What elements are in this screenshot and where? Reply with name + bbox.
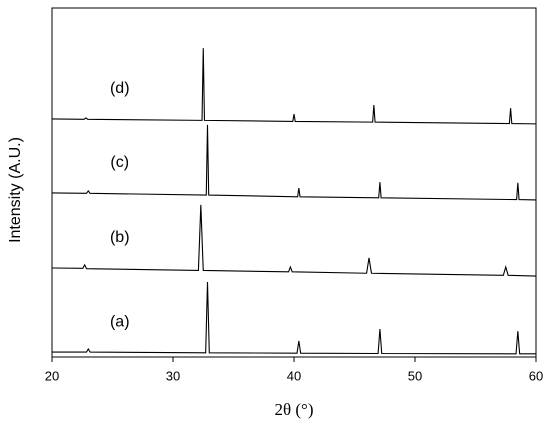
x-tick-label: 30 bbox=[166, 368, 180, 383]
series-line bbox=[51, 204, 537, 277]
series-line bbox=[51, 124, 537, 201]
series-label: (d) bbox=[110, 80, 130, 97]
x-axis-label: 2θ (°) bbox=[274, 400, 313, 419]
y-axis-label: Intensity (A.U.) bbox=[7, 137, 24, 243]
series-label: (c) bbox=[110, 154, 129, 171]
series-label: (b) bbox=[110, 229, 130, 246]
x-tick-label: 20 bbox=[45, 368, 59, 383]
x-tick-label: 40 bbox=[287, 368, 301, 383]
x-tick-label: 50 bbox=[408, 368, 422, 383]
plot-frame bbox=[51, 7, 537, 358]
x-tick-label: 60 bbox=[529, 368, 543, 383]
series-line bbox=[51, 48, 537, 125]
series-line bbox=[52, 281, 536, 355]
series-label: (a) bbox=[110, 313, 130, 330]
